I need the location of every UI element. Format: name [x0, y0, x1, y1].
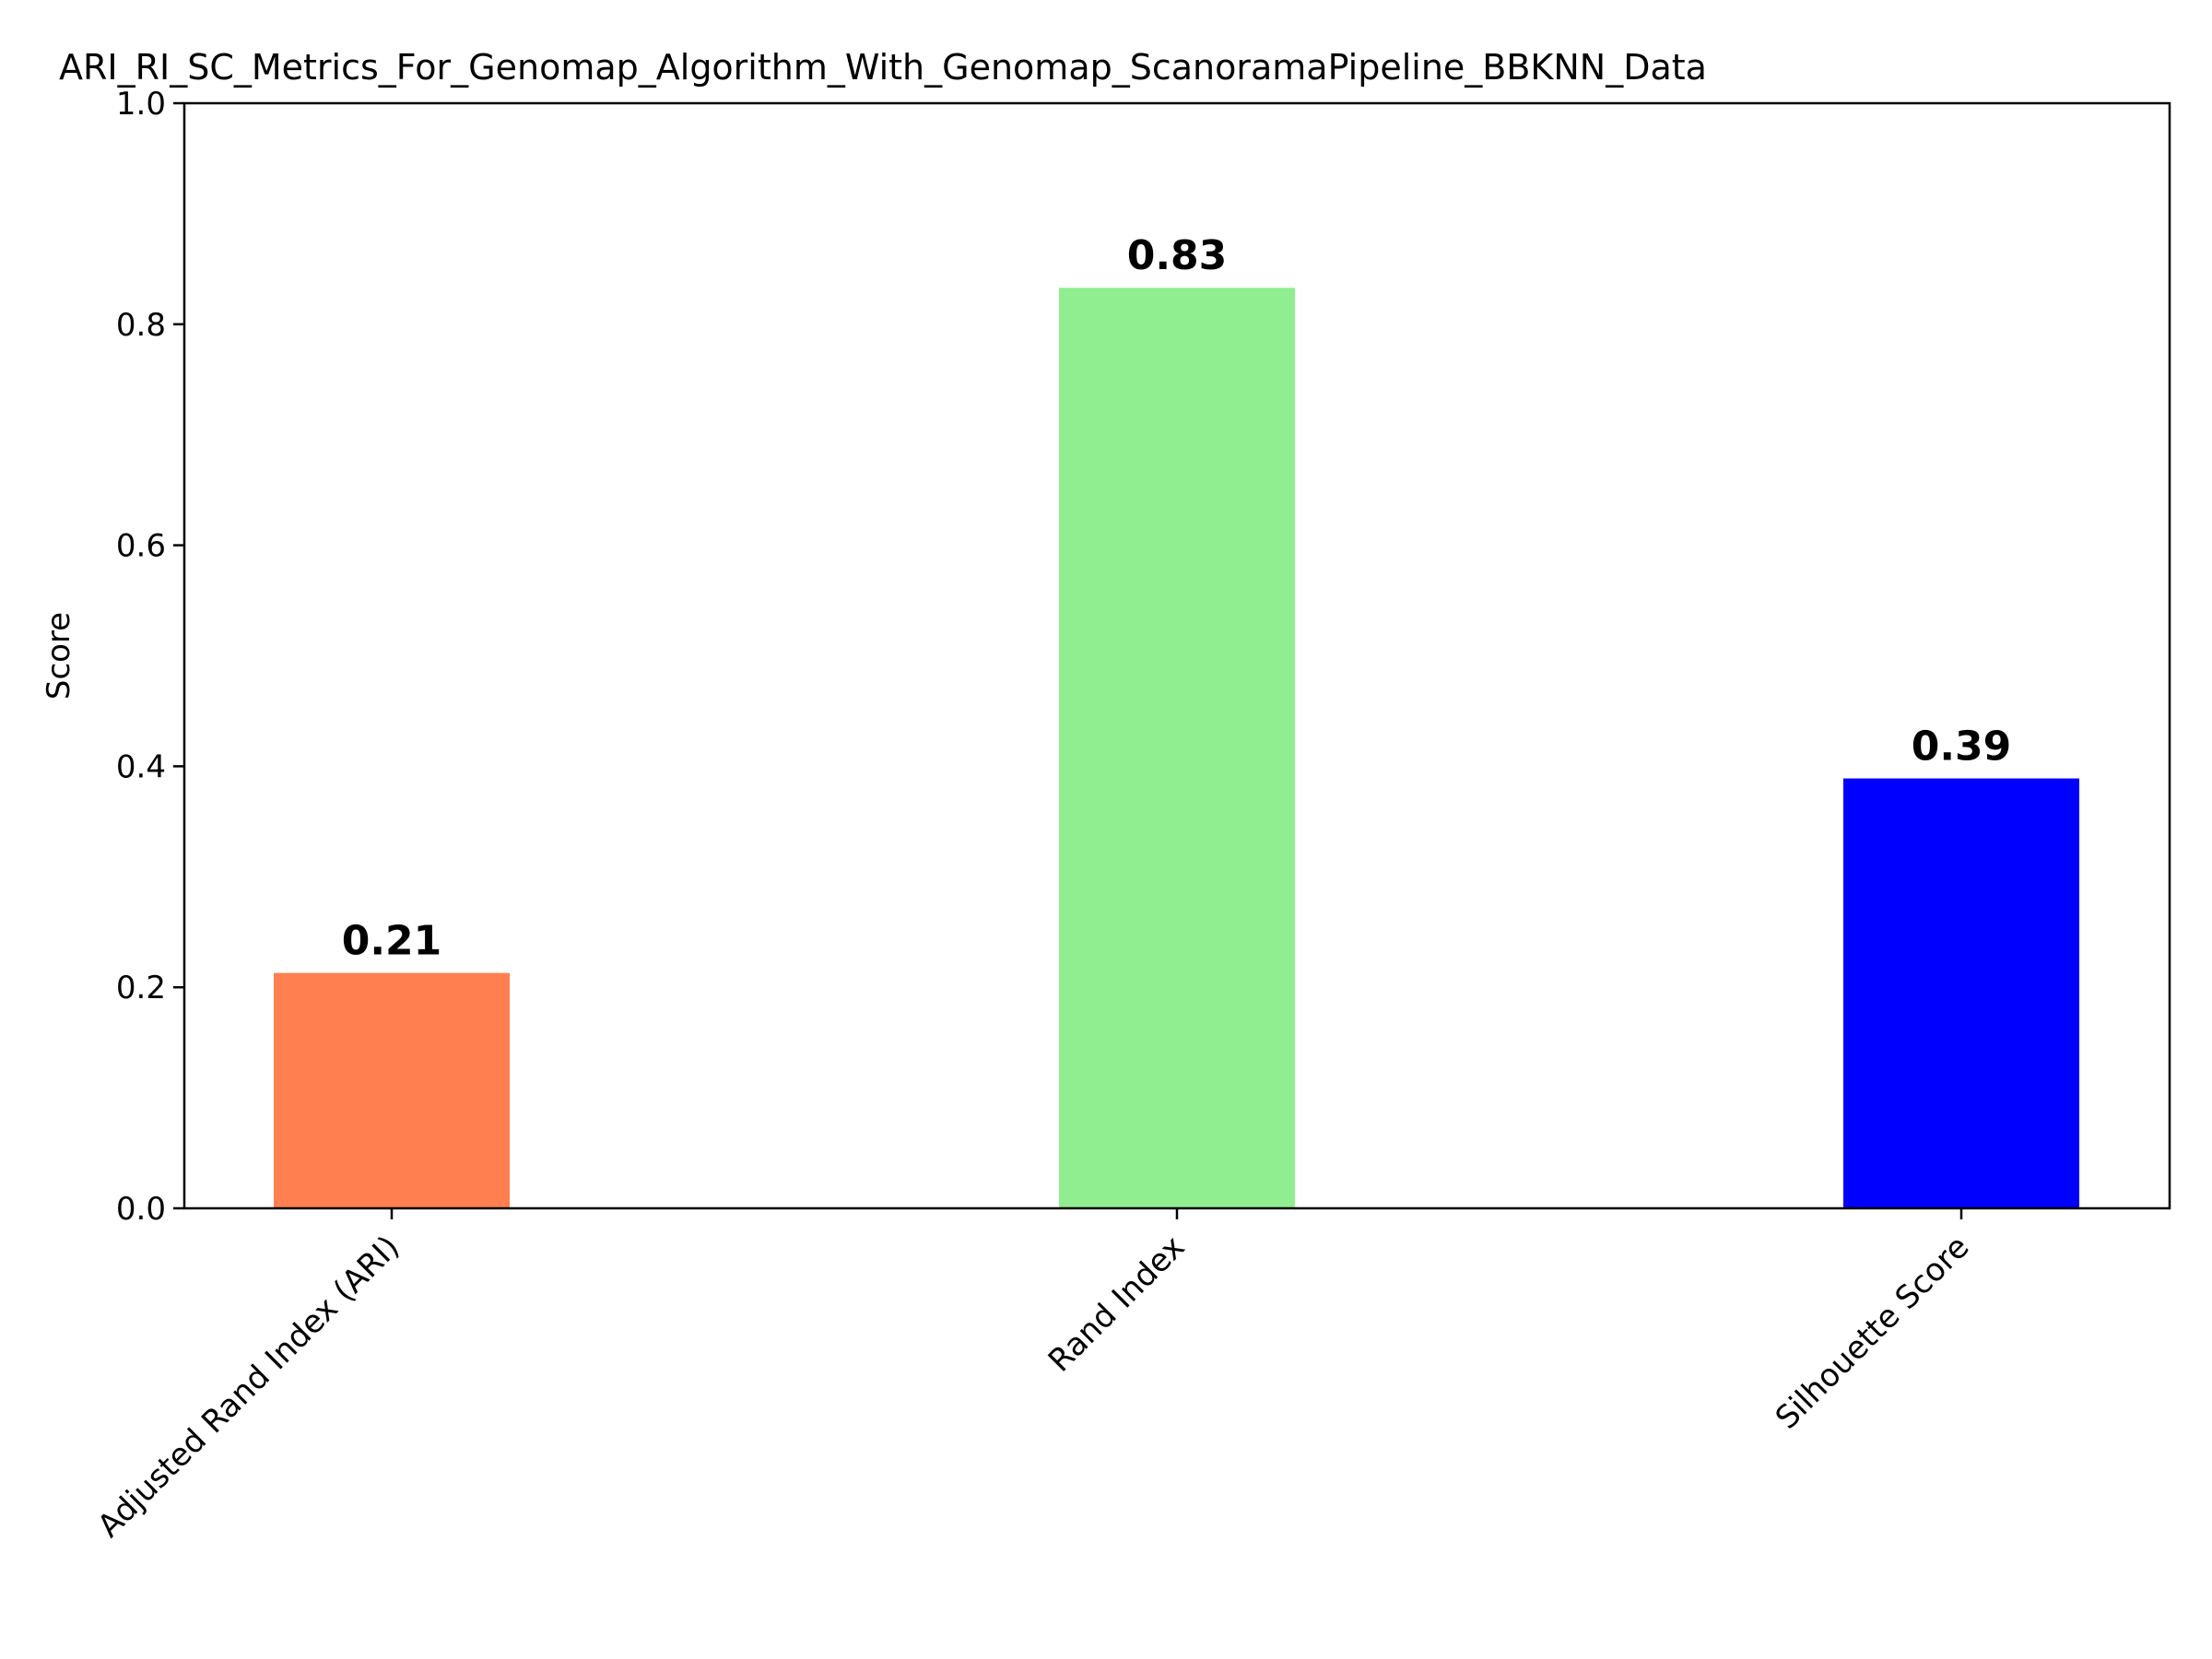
y-tick-label-3: 0.6 [116, 528, 166, 565]
y-axis-label: Score [41, 612, 77, 700]
data-label-0: 0.21 [342, 918, 442, 965]
x-tick-label-2: Silhouette Score [1769, 1229, 1977, 1437]
y-tick-label-4: 0.8 [116, 307, 166, 344]
y-axis: 0.0 0.2 0.4 0.6 0.8 1.0 [116, 86, 184, 1228]
x-axis: Adjusted Rand Index (ARI) Rand Index Silho… [90, 1208, 1976, 1545]
y-tick-label-0: 0.0 [116, 1191, 166, 1228]
chart-title: ARI_RI_SC_Metrics_For_Genomap_Algorithm_… [59, 47, 1707, 88]
bar-0 [274, 972, 510, 1208]
data-label-1: 0.83 [1127, 232, 1228, 279]
x-tick-label-0: Adjusted Rand Index (ARI) [90, 1229, 406, 1545]
y-tick-label-1: 0.2 [116, 970, 166, 1006]
bar-2 [1843, 778, 2079, 1208]
y-tick-label-2: 0.4 [116, 748, 166, 785]
bars-group [274, 288, 2079, 1208]
y-tick-label-5: 1.0 [116, 86, 166, 123]
x-tick-label-1: Rand Index [1041, 1229, 1193, 1380]
bar-1 [1059, 288, 1295, 1208]
data-labels-group: 0.21 0.83 0.39 [342, 232, 2012, 964]
data-label-2: 0.39 [1912, 724, 2012, 771]
